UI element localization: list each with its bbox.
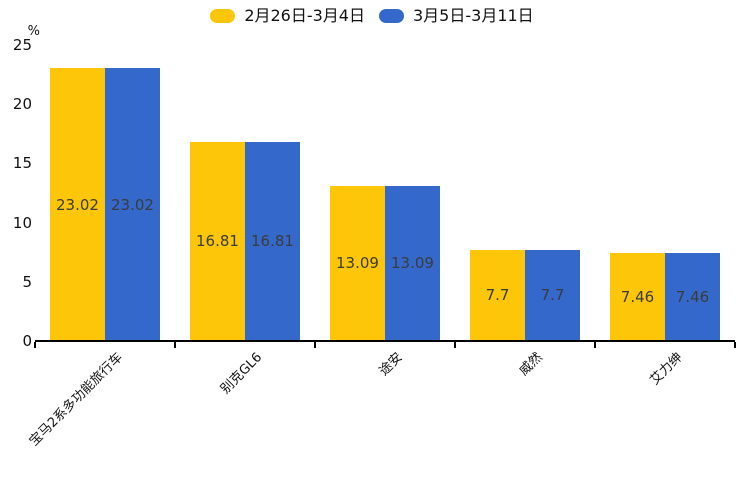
- bar-series0-cat4: 7.46: [610, 252, 665, 341]
- bar-series1-cat2: 13.09: [385, 186, 440, 341]
- y-axis-tick-label: 25: [12, 36, 32, 54]
- bar-value-label: 13.09: [336, 254, 379, 273]
- category-label-4: 艾力绅: [647, 350, 686, 389]
- category-label-1: 别克GL6: [218, 350, 266, 398]
- legend-item-1: 3月5日-3月11日: [379, 7, 534, 25]
- bar-series0-cat0: 23.02: [50, 68, 105, 341]
- y-axis-tick-label: 10: [12, 213, 32, 232]
- bar-series1-cat3: 7.7: [525, 249, 580, 341]
- y-axis-tick-label: 15: [12, 154, 32, 173]
- bar-value-label: 16.81: [196, 232, 239, 251]
- chart-legend: 2月26日-3月4日 3月5日-3月11日: [0, 7, 744, 25]
- y-axis-unit-label: %: [27, 24, 40, 39]
- bar-value-label: 23.02: [111, 195, 154, 214]
- x-axis-tick: [734, 342, 736, 348]
- legend-item-0: 2月26日-3月4日: [210, 7, 365, 25]
- bar-series0-cat1: 16.81: [190, 141, 245, 341]
- legend-swatch-icon: [210, 9, 236, 23]
- x-axis-tick: [34, 342, 36, 348]
- legend-label: 3月5日-3月11日: [413, 6, 534, 25]
- x-axis-tick: [594, 342, 596, 348]
- legend-swatch-icon: [379, 9, 404, 23]
- category-label-3: 威然: [516, 350, 546, 380]
- bar-value-label: 13.09: [391, 254, 434, 273]
- bar-series0-cat3: 7.7: [470, 249, 525, 341]
- category-label-2: 途安: [376, 350, 406, 380]
- x-axis-tick: [314, 342, 316, 348]
- y-axis-tick-label: 5: [22, 272, 32, 291]
- bar-value-label: 7.46: [620, 287, 655, 306]
- bar-series1-cat4: 7.46: [665, 252, 720, 341]
- category-label-0: 宝马2系多功能旅行车: [26, 350, 126, 450]
- x-axis-tick: [454, 342, 456, 348]
- bar-value-label: 23.02: [56, 195, 99, 214]
- bar-series1-cat1: 16.81: [245, 141, 300, 341]
- legend-label: 2月26日-3月4日: [244, 6, 365, 25]
- bar-value-label: 16.81: [251, 232, 294, 251]
- y-axis-tick-label: 0: [22, 332, 32, 350]
- bar-value-label: 7.7: [540, 286, 565, 305]
- bar-value-label: 7.46: [675, 287, 710, 306]
- x-axis-line: [35, 340, 735, 342]
- x-axis-tick: [174, 342, 176, 348]
- bar-series1-cat0: 23.02: [105, 68, 160, 341]
- y-axis-tick-label: 20: [12, 95, 32, 114]
- bar-value-label: 7.7: [485, 286, 510, 305]
- bar-series0-cat2: 13.09: [330, 186, 385, 341]
